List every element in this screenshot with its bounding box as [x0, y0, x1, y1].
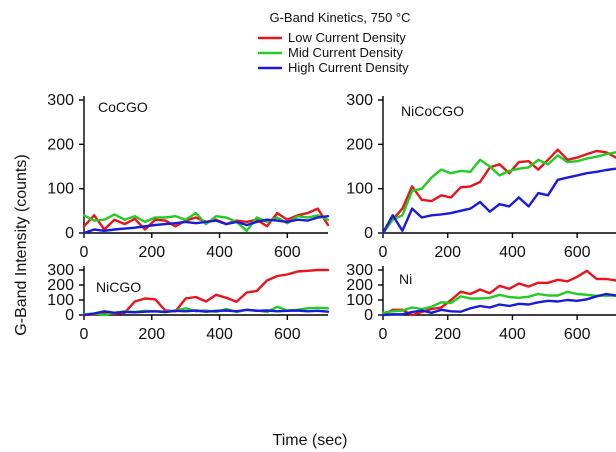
legend-entry-low: Low Current Density [288, 30, 406, 45]
panel-nicocgo: 0 100 200 300 0 200 400 600 NiCoCGO [346, 92, 616, 261]
legend-entry-high: High Current Density [288, 60, 409, 75]
x-tick-label: 200 [138, 326, 165, 343]
series-line-high-current-density [381, 167, 616, 235]
x-tick-label: 400 [206, 244, 233, 261]
y-tick-label: 300 [346, 262, 373, 279]
series-line-low-current-density [381, 148, 616, 235]
legend: G-Band Kinetics, 750 °C Low Current Dens… [258, 10, 411, 75]
panel-label: CoCGO [98, 99, 148, 115]
y-tick-label: 300 [346, 92, 373, 109]
y-tick-label: 0 [65, 225, 74, 242]
y-tick-label: 100 [47, 292, 74, 309]
series-line-mid-current-density [381, 151, 616, 235]
x-tick-label: 0 [80, 244, 89, 261]
x-tick-label: 0 [379, 244, 388, 261]
series-line-mid-current-density [82, 211, 330, 233]
legend-title: G-Band Kinetics, 750 °C [269, 10, 410, 25]
y-tick-label: 200 [47, 136, 74, 153]
y-tick-label: 200 [346, 136, 373, 153]
y-tick-label: 100 [346, 292, 373, 309]
x-tick-label: 400 [206, 326, 233, 343]
y-tick-label: 200 [47, 277, 74, 294]
panel-label: NiCoCGO [401, 103, 464, 119]
x-axis-label: Time (sec) [273, 432, 348, 449]
x-tick-label: 600 [564, 244, 591, 261]
y-tick-label: 200 [346, 277, 373, 294]
panel-label: Ni [399, 271, 412, 287]
series-line-mid-current-density [381, 290, 616, 314]
x-tick-label: 0 [80, 326, 89, 343]
legend-entry-mid: Mid Current Density [288, 45, 403, 60]
x-tick-label: 400 [499, 244, 526, 261]
series-line-low-current-density [381, 269, 616, 317]
series-line-high-current-density [381, 292, 616, 317]
y-tick-label: 0 [364, 307, 373, 324]
panel-cocgo: 0 100 200 300 0 200 400 600 CoCGO [47, 92, 330, 261]
panel-label: NiCGO [96, 279, 141, 295]
y-tick-label: 0 [364, 225, 373, 242]
x-tick-label: 200 [434, 244, 461, 261]
x-tick-label: 600 [564, 326, 591, 343]
y-tick-label: 100 [346, 181, 373, 198]
x-tick-label: 200 [434, 326, 461, 343]
x-tick-label: 400 [499, 326, 526, 343]
y-tick-label: 100 [47, 181, 74, 198]
series-line-high-current-density [82, 308, 330, 317]
y-tick-label: 300 [47, 92, 74, 109]
x-tick-label: 600 [274, 244, 301, 261]
x-tick-label: 200 [138, 244, 165, 261]
x-tick-label: 600 [274, 326, 301, 343]
series-line-high-current-density [82, 214, 330, 235]
y-tick-label: 300 [47, 262, 74, 279]
y-tick-label: 0 [65, 307, 74, 324]
x-tick-label: 0 [379, 326, 388, 343]
y-axis-label: G-Band Intensity (counts) [13, 154, 30, 335]
